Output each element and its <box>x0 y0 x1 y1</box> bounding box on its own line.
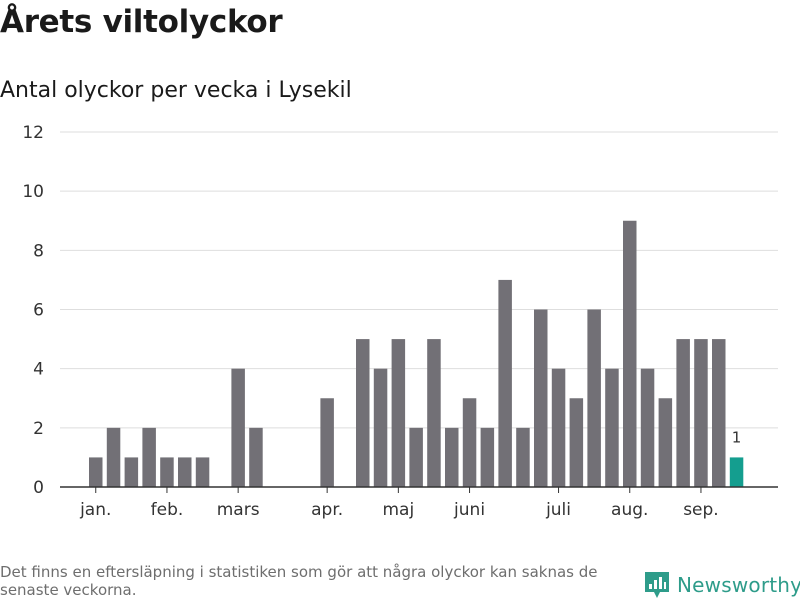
bar <box>178 457 192 487</box>
bar <box>409 427 423 487</box>
bar <box>658 398 673 487</box>
x-axis <box>60 486 778 493</box>
month-label: mars <box>217 500 260 520</box>
data-label: 1 <box>732 428 742 446</box>
bar <box>569 398 584 487</box>
chart-subtitle: Antal olyckor per vecka i Lysekil <box>0 78 352 103</box>
chart-title: Årets viltolyckor <box>0 4 283 40</box>
newsworthy-logo-icon <box>645 572 669 598</box>
bar-highlight <box>729 457 744 487</box>
month-label: juni <box>453 500 485 520</box>
month-label: feb. <box>151 500 184 520</box>
y-tick-label: 0 <box>33 478 44 498</box>
bar <box>480 427 495 487</box>
month-label: aug. <box>611 500 648 520</box>
bar <box>712 339 726 487</box>
bars <box>89 220 744 487</box>
bar <box>231 368 245 487</box>
bar <box>623 220 637 487</box>
month-label: maj <box>382 500 414 520</box>
bar <box>391 339 406 487</box>
y-tick-label: 4 <box>33 360 44 380</box>
month-label: jan. <box>79 500 111 520</box>
bar <box>534 309 548 487</box>
data-labels: 1 <box>732 428 742 446</box>
bar <box>320 398 334 487</box>
bar <box>160 457 174 487</box>
footnote: Det finns en eftersläpning i statistiken… <box>0 563 598 599</box>
bar <box>142 427 156 487</box>
newsworthy-brand[interactable]: Newsworthy <box>645 570 800 600</box>
bar <box>124 457 139 487</box>
month-label: apr. <box>311 500 343 520</box>
bar <box>605 368 619 487</box>
month-label: juli <box>545 500 571 520</box>
bar <box>427 339 441 487</box>
bar <box>249 427 263 487</box>
y-tick-label: 2 <box>33 419 44 439</box>
bar <box>195 457 210 487</box>
bar <box>516 427 530 487</box>
bar <box>694 339 708 487</box>
bar <box>89 457 103 487</box>
bar <box>356 339 370 487</box>
x-axis-month-labels: jan. feb. mars apr. maj juni juli aug. sep. <box>79 500 719 520</box>
bar <box>640 368 655 487</box>
bar <box>373 368 388 487</box>
bar <box>106 427 121 487</box>
bar <box>676 339 690 487</box>
bar <box>498 279 512 487</box>
bar-chart: 0 2 4 6 8 10 12 jan. feb. mars apr. maj juni juli aug… <box>22 123 778 520</box>
brand-name: Newsworthy <box>677 573 800 597</box>
y-tick-label: 12 <box>22 123 44 143</box>
bar <box>462 398 477 487</box>
gridlines <box>60 131 778 429</box>
y-tick-label: 10 <box>22 182 44 202</box>
month-label: sep. <box>683 500 719 520</box>
bar <box>587 309 601 487</box>
y-tick-label: 8 <box>33 241 44 261</box>
y-axis-ticks: 0 2 4 6 8 10 12 <box>22 123 44 498</box>
bar <box>445 427 459 487</box>
y-tick-label: 6 <box>33 301 44 321</box>
bar <box>551 368 566 487</box>
